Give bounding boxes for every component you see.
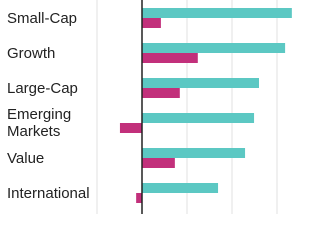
chart: Small-Cap Growth Large-Cap Emerging Markets…: [7, 0, 292, 214]
category-label: Value: [7, 149, 45, 167]
bar: [142, 18, 161, 28]
bar: [142, 78, 259, 88]
bar: [136, 193, 142, 203]
bar: [142, 8, 292, 18]
bar: [142, 88, 180, 98]
category-label: Emerging Markets: [7, 106, 72, 140]
bar: [142, 158, 175, 168]
bar: [142, 148, 246, 158]
bar: [142, 113, 255, 123]
bar: [119, 123, 142, 133]
category-label: Small-Cap: [7, 9, 78, 27]
plot: [96, 0, 292, 214]
bar: [142, 43, 286, 53]
category-label: International: [7, 184, 90, 202]
bar: [142, 53, 198, 63]
category-label: Growth: [7, 44, 56, 62]
bar: [142, 183, 219, 193]
category-label: Large-Cap: [7, 79, 78, 97]
